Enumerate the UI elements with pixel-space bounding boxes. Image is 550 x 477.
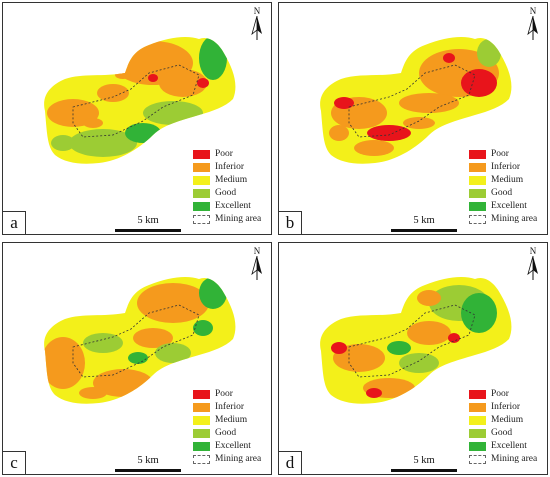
- legend-item-good: Good: [469, 427, 547, 440]
- legend-swatch: [469, 403, 486, 412]
- legend-swatch: [193, 150, 210, 159]
- panel-label-c: c: [3, 451, 26, 474]
- legend-swatch: [193, 215, 210, 224]
- legend: Poor Inferior Medium Good Excellent Mini…: [193, 148, 271, 226]
- legend-item-medium: Medium: [469, 174, 547, 187]
- legend-swatch: [193, 176, 210, 185]
- north-arrow-icon: [251, 16, 262, 40]
- legend: Poor Inferior Medium Good Excellent Mini…: [469, 148, 547, 226]
- legend-item-poor: Poor: [469, 388, 547, 401]
- north-label: N: [253, 246, 261, 256]
- legend-item-excellent: Excellent: [469, 200, 547, 213]
- map-panel-b: N Poor Inferior Medium Good Excellent Mi…: [278, 2, 548, 235]
- scale-bar: 5 km: [387, 215, 461, 233]
- legend-swatch: [469, 429, 486, 438]
- scale-label: 5 km: [413, 215, 435, 226]
- panel-label-b: b: [279, 211, 302, 234]
- legend-item-medium: Medium: [469, 414, 547, 427]
- scale-label: 5 km: [413, 455, 435, 466]
- legend-item-poor: Poor: [469, 148, 547, 161]
- legend-item-poor: Poor: [193, 388, 271, 401]
- legend-swatch: [469, 189, 486, 198]
- scale-line: [115, 229, 181, 232]
- panel-label-a: a: [3, 211, 26, 234]
- legend-swatch: [469, 455, 486, 464]
- legend-swatch: [193, 455, 210, 464]
- legend-item-inferior: Inferior: [469, 401, 547, 414]
- legend-item-medium: Medium: [193, 174, 271, 187]
- north-label: N: [253, 6, 261, 16]
- north-arrow: N: [525, 6, 541, 40]
- scale-label: 5 km: [137, 455, 159, 466]
- scale-bar: 5 km: [111, 215, 185, 233]
- north-arrow: N: [525, 246, 541, 280]
- north-arrow-icon: [527, 256, 538, 280]
- map-d: [320, 277, 512, 404]
- legend-swatch: [469, 390, 486, 399]
- panel-label-d: d: [279, 451, 302, 474]
- legend-swatch: [193, 429, 210, 438]
- legend-swatch: [469, 442, 486, 451]
- north-arrow: N: [249, 246, 265, 280]
- scale-bar: 5 km: [111, 455, 185, 473]
- north-arrow: N: [249, 6, 265, 40]
- legend-item-excellent: Excellent: [193, 440, 271, 453]
- legend-item-poor: Poor: [193, 148, 271, 161]
- legend-item-mining-area: Mining area: [469, 213, 547, 226]
- map-b: [320, 37, 512, 164]
- legend-item-inferior: Inferior: [469, 161, 547, 174]
- legend-swatch: [193, 189, 210, 198]
- legend-item-medium: Medium: [193, 414, 271, 427]
- legend-swatch: [193, 416, 210, 425]
- scale-bar: 5 km: [387, 455, 461, 473]
- map-a: [44, 37, 236, 164]
- legend-item-excellent: Excellent: [193, 200, 271, 213]
- north-arrow-icon: [527, 16, 538, 40]
- north-label: N: [529, 6, 537, 16]
- legend-item-mining-area: Mining area: [469, 453, 547, 466]
- legend-item-mining-area: Mining area: [193, 453, 271, 466]
- map-panel-d: N Poor Inferior Medium Good Excellent Mi…: [278, 242, 548, 475]
- north-label: N: [529, 246, 537, 256]
- legend-swatch: [193, 202, 210, 211]
- legend-item-good: Good: [193, 427, 271, 440]
- map-c: [44, 277, 236, 404]
- legend: Poor Inferior Medium Good Excellent Mini…: [193, 388, 271, 466]
- scale-line: [391, 229, 457, 232]
- map-panel-c: N Poor Inferior Medium Good Excellent Mi…: [2, 242, 272, 475]
- scale-line: [115, 469, 181, 472]
- legend-swatch: [469, 202, 486, 211]
- legend-item-good: Good: [193, 187, 271, 200]
- legend-item-inferior: Inferior: [193, 401, 271, 414]
- legend-swatch: [469, 163, 486, 172]
- legend-swatch: [469, 215, 486, 224]
- legend-swatch: [193, 390, 210, 399]
- legend-swatch: [469, 176, 486, 185]
- legend-swatch: [193, 403, 210, 412]
- legend-swatch: [469, 416, 486, 425]
- scale-label: 5 km: [137, 215, 159, 226]
- map-panel-a: N Poor Inferior Medium Good Excellent Mi…: [2, 2, 272, 235]
- legend-swatch: [193, 442, 210, 451]
- legend-swatch: [469, 150, 486, 159]
- legend-item-inferior: Inferior: [193, 161, 271, 174]
- legend-item-mining-area: Mining area: [193, 213, 271, 226]
- legend-swatch: [193, 163, 210, 172]
- legend: Poor Inferior Medium Good Excellent Mini…: [469, 388, 547, 466]
- scale-line: [391, 469, 457, 472]
- north-arrow-icon: [251, 256, 262, 280]
- legend-item-excellent: Excellent: [469, 440, 547, 453]
- legend-item-good: Good: [469, 187, 547, 200]
